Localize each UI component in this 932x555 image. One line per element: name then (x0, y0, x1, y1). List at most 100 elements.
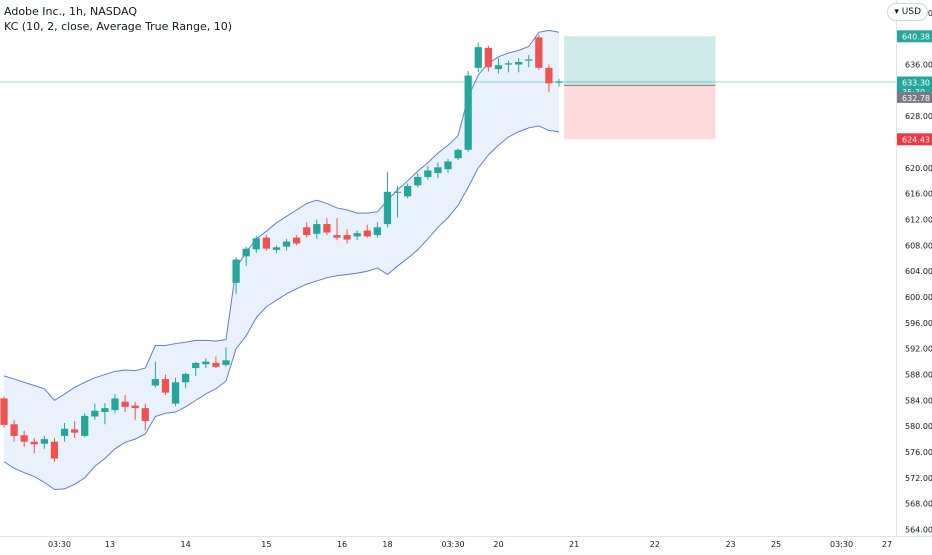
candle (40, 435, 48, 449)
candle-body (494, 65, 503, 70)
target-price-label: 640.38 (897, 30, 932, 43)
price-tick-label: 612.00 (905, 216, 932, 225)
price-tick-label: 592.00 (905, 345, 932, 354)
candle (414, 173, 422, 188)
kc-band-fill (4, 30, 559, 490)
time-tick-label: 14 (181, 540, 191, 549)
time-tick-label: 25 (771, 540, 781, 549)
long-position-layer[interactable] (564, 36, 716, 140)
candle (131, 401, 139, 420)
time-axis-bg (0, 536, 932, 550)
candle (313, 219, 321, 239)
candle (222, 347, 230, 367)
candle-body (0, 398, 8, 425)
candle (434, 162, 442, 179)
stop-zone (564, 85, 716, 140)
candle (333, 218, 341, 241)
price-tick-label: 620.00 (905, 164, 932, 173)
stop-price-label-text: 624.43 (902, 135, 930, 144)
candle-body (222, 360, 230, 365)
candle-body (151, 379, 159, 386)
indicator-title[interactable]: KC (10, 2, close, Average True Range, 10… (4, 20, 233, 33)
candle-body (141, 408, 149, 422)
candle-body (313, 224, 321, 234)
candle (323, 218, 331, 236)
price-tick-label: 596.00 (905, 319, 932, 328)
candle (101, 402, 109, 425)
time-tick-label: 23 (725, 540, 735, 549)
candle-body (393, 191, 402, 193)
price-tick-label: 568.00 (905, 500, 932, 509)
candle-body (333, 235, 341, 238)
candle (50, 437, 59, 462)
candle-body (454, 149, 462, 159)
candle-body (323, 224, 331, 233)
candle-body (464, 75, 472, 150)
candle (151, 361, 159, 388)
time-tick-label: 03:30 (830, 540, 853, 549)
candle (555, 78, 563, 87)
candle-body (202, 361, 210, 365)
candle-body (71, 429, 79, 433)
price-tick-label: 600.00 (905, 293, 932, 302)
entry-price-label: 632.78 (897, 91, 932, 103)
target-zone (564, 36, 716, 86)
candle-body (343, 235, 351, 240)
candle (293, 235, 301, 246)
candle (91, 403, 99, 420)
candle (121, 395, 129, 413)
price-tick-label: 608.00 (905, 241, 932, 250)
time-tick-label: 16 (337, 540, 347, 549)
candle-body (363, 230, 371, 237)
entry-price-label-bg (897, 91, 932, 103)
candle (484, 45, 492, 72)
currency-selector[interactable]: ▾ USD (887, 3, 928, 21)
candle-body (303, 227, 311, 236)
candle-body (444, 161, 452, 170)
candle-body (414, 176, 422, 186)
candle (242, 246, 250, 267)
candle-body (535, 37, 543, 68)
candle-body (252, 238, 260, 250)
time-tick-label: 15 (261, 540, 271, 549)
candle-body (81, 415, 89, 436)
candle (373, 222, 381, 238)
candle (303, 222, 311, 238)
candle (504, 60, 513, 73)
candle-body (242, 248, 250, 257)
candle-body (484, 47, 492, 68)
candle (10, 419, 18, 442)
candle (535, 34, 543, 70)
candle (171, 377, 180, 407)
candle (424, 165, 432, 180)
chevron-down-icon: ▾ (894, 7, 899, 17)
candle (282, 238, 291, 251)
candle-body (101, 408, 109, 413)
candle-body (353, 233, 361, 237)
candle (272, 245, 281, 254)
current-price-label-text: 633.30 (902, 79, 930, 88)
price-tick-label: 584.00 (905, 396, 932, 405)
candle-body (20, 435, 28, 442)
candle (0, 396, 8, 428)
price-tick-label: 588.00 (905, 371, 932, 380)
candle-body (50, 441, 59, 459)
price-tick-label: 604.00 (905, 267, 932, 276)
candle-body (404, 185, 412, 197)
time-tick-label: 22 (650, 540, 660, 549)
candle (232, 257, 240, 294)
time-axis[interactable]: 03:30 13 14 15 16 18 03:30 20 21 22 23 25 03:30 27 (0, 536, 932, 550)
candle-body (272, 247, 281, 250)
candles-layer (0, 34, 563, 462)
symbol-title[interactable]: Adobe Inc., 1h, NASDAQ (4, 5, 138, 18)
candle (383, 171, 392, 228)
candle-body (111, 398, 119, 411)
price-tick-label: 580.00 (905, 422, 932, 431)
target-price-label-text: 640.38 (902, 32, 930, 41)
candle (60, 422, 69, 442)
time-tick-label: 20 (493, 540, 503, 549)
chart-legend: Adobe Inc., 1h, NASDAQ KC (10, 2, close,… (4, 4, 232, 34)
candle (393, 185, 402, 218)
